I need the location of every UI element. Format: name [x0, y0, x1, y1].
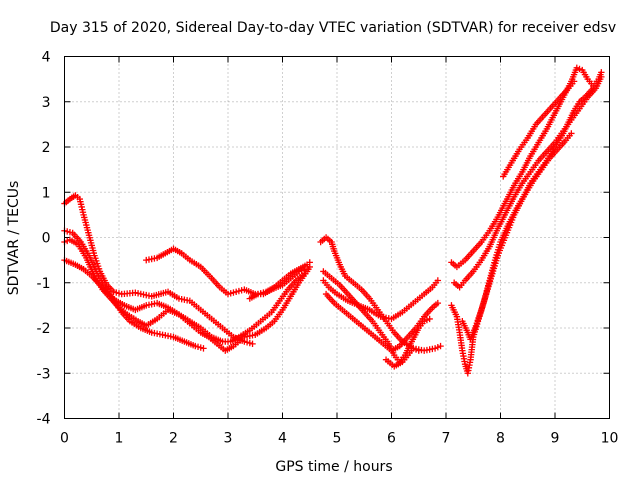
y-tick-label: 0	[42, 231, 51, 247]
y-axis-title: SDTVAR / TECUs	[6, 181, 22, 296]
grid	[64, 56, 610, 419]
y-tick-label: -1	[37, 276, 51, 292]
data-marks	[61, 64, 605, 377]
x-tick-label: 6	[387, 431, 396, 447]
plot-frame	[64, 56, 610, 419]
y-tick-label: -4	[37, 412, 51, 428]
data-point	[568, 130, 575, 137]
chart-title: Day 315 of 2020, Sidereal Day-to-day VTE…	[50, 20, 616, 36]
series-track-c	[61, 236, 313, 354]
series-track-m	[450, 73, 605, 291]
series-track-a	[61, 192, 256, 348]
x-tick-label: 1	[115, 431, 124, 447]
series-track-b	[61, 227, 207, 352]
x-tick-label: 0	[60, 431, 69, 447]
y-tick-label: 1	[42, 185, 51, 201]
series-track-o	[459, 84, 597, 343]
data-point	[570, 78, 578, 85]
x-tick-label: 7	[442, 431, 451, 447]
data-point	[426, 315, 433, 323]
x-tick-label: 5	[333, 431, 342, 447]
series-track-e	[143, 245, 311, 298]
y-tick-label: 2	[42, 140, 51, 156]
x-tick-label: 2	[169, 431, 178, 447]
data-point	[415, 347, 422, 354]
data-point	[589, 84, 597, 92]
data-point	[598, 73, 605, 81]
data-point	[306, 259, 313, 266]
x-tick-label: 4	[278, 431, 287, 447]
x-tick-label: 9	[551, 431, 560, 447]
y-tick-label: 3	[42, 95, 51, 111]
series-track-l	[448, 64, 605, 271]
y-tick-label: -2	[37, 321, 51, 337]
series-track-f	[246, 259, 313, 302]
series-track-d	[61, 256, 308, 345]
x-tick-label: 8	[496, 431, 505, 447]
x-tick-label: 3	[224, 431, 233, 447]
y-tick-label: 4	[42, 50, 51, 66]
y-tick-label: -3	[37, 366, 51, 382]
data-point	[434, 277, 442, 284]
data-point	[434, 299, 442, 307]
data-point	[200, 345, 207, 352]
x-tick-label: 10	[601, 431, 619, 447]
series-track-k	[382, 345, 422, 370]
series-track-j	[322, 290, 442, 354]
x-axis-title: GPS time / hours	[275, 459, 392, 475]
data-point	[437, 342, 444, 350]
series-track-p	[500, 78, 578, 180]
axis-ticks: 0 1 2 3 4 5 6 7 8 9 10 -4 -3 -2 -1 0 1 2 3 4	[37, 50, 619, 447]
data-point	[249, 340, 256, 348]
